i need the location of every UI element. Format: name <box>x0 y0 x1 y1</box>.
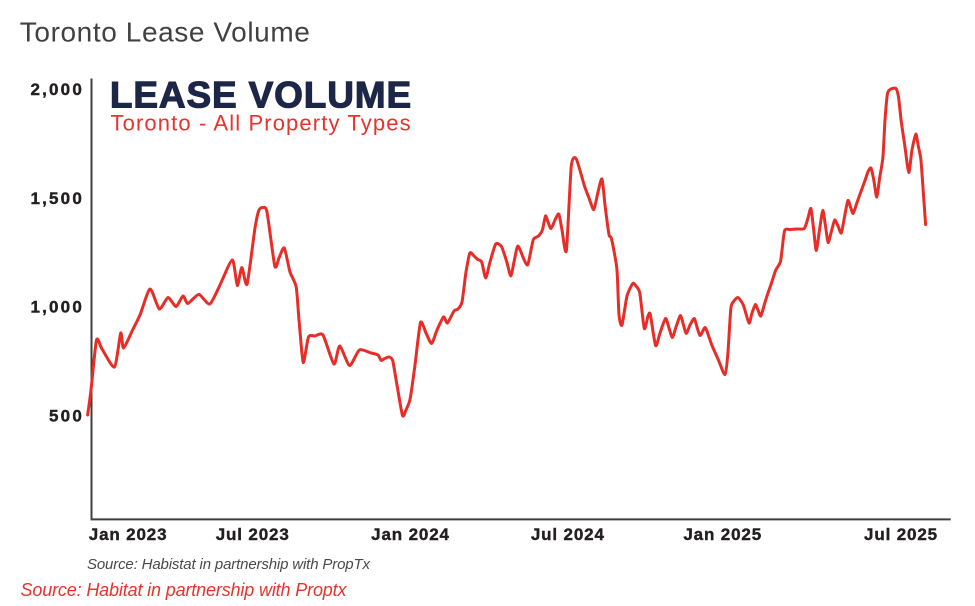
svg-text:Jul 2025: Jul 2025 <box>864 525 938 544</box>
svg-text:Source: Habistat in partnershi: Source: Habistat in partnership with Pro… <box>87 556 370 573</box>
svg-text:Jul 2023: Jul 2023 <box>216 525 290 544</box>
svg-text:Jan 2024: Jan 2024 <box>371 525 450 544</box>
svg-text:Jan 2025: Jan 2025 <box>683 525 762 544</box>
svg-text:1,000: 1,000 <box>30 298 84 317</box>
svg-text:Jan 2023: Jan 2023 <box>89 525 168 544</box>
svg-text:Jul 2024: Jul 2024 <box>531 525 605 544</box>
svg-text:Toronto - All Property Types: Toronto - All Property Types <box>111 111 412 136</box>
svg-text:500: 500 <box>49 407 84 426</box>
svg-text:Source: Habitat in partnership: Source: Habitat in partnership with Prop… <box>21 580 348 600</box>
svg-text:1,500: 1,500 <box>30 189 84 208</box>
svg-text:2,000: 2,000 <box>30 80 84 99</box>
svg-text:LEASE VOLUME: LEASE VOLUME <box>110 75 412 116</box>
svg-text:Toronto Lease Volume: Toronto Lease Volume <box>20 17 311 48</box>
